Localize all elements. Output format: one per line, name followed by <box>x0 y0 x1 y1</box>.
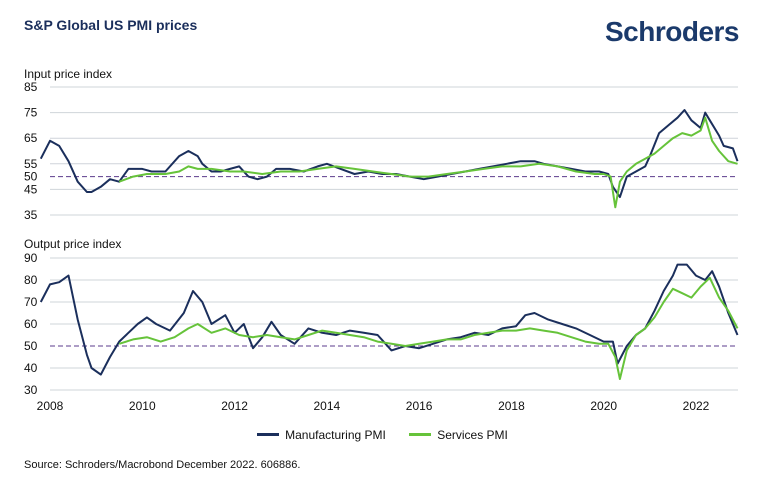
y-tick-label-1-6: 90 <box>24 251 38 265</box>
y-tick-label-1-3: 60 <box>24 317 38 331</box>
y-tick-label-1-2: 50 <box>24 339 38 353</box>
y-tick-label-0-3: 55 <box>24 157 38 171</box>
y-tick-label-0-4: 65 <box>24 131 38 145</box>
legend-item-manufacturing: Manufacturing PMI <box>257 428 386 442</box>
x-tick-label-2020: 2020 <box>590 399 617 413</box>
legend-swatch-manufacturing <box>257 433 280 436</box>
input-panel-title: Input price index <box>24 67 113 81</box>
series-line-services-1 <box>118 276 739 380</box>
series-line-services-0 <box>118 116 738 209</box>
y-tick-label-0-5: 75 <box>24 106 38 120</box>
x-tick-label-2022: 2022 <box>683 399 710 413</box>
legend-label-services: Services PMI <box>437 427 508 442</box>
x-tick-label-2018: 2018 <box>498 399 525 413</box>
x-tick-label-2016: 2016 <box>406 399 433 413</box>
y-tick-label-1-5: 80 <box>24 273 38 287</box>
schroders-logo: Schroders <box>605 16 740 47</box>
legend-label-manufacturing: Manufacturing PMI <box>285 427 386 442</box>
y-tick-label-1-4: 70 <box>24 295 38 309</box>
y-tick-label-0-1: 45 <box>24 182 38 196</box>
y-tick-label-0-2: 50 <box>24 170 38 184</box>
chart-title: S&P Global US PMI prices <box>24 17 198 33</box>
x-tick-label-2012: 2012 <box>221 399 248 413</box>
y-tick-label-0-0: 35 <box>24 208 38 222</box>
y-tick-label-0-6: 85 <box>24 80 38 94</box>
source-note: Source: Schroders/Macrobond December 202… <box>24 459 301 471</box>
y-tick-label-1-0: 30 <box>24 383 38 397</box>
legend-swatch-services <box>409 433 432 436</box>
output-panel-title: Output price index <box>24 237 122 251</box>
x-tick-label-2014: 2014 <box>314 399 341 413</box>
x-tick-label-2008: 2008 <box>37 399 64 413</box>
legend: Manufacturing PMI Services PMI <box>0 425 765 442</box>
series-line-manufacturing-0 <box>39 109 739 199</box>
y-tick-label-1-1: 40 <box>24 361 38 375</box>
x-tick-label-2010: 2010 <box>129 399 156 413</box>
legend-item-services: Services PMI <box>409 428 508 442</box>
series-line-manufacturing-1 <box>39 263 739 376</box>
